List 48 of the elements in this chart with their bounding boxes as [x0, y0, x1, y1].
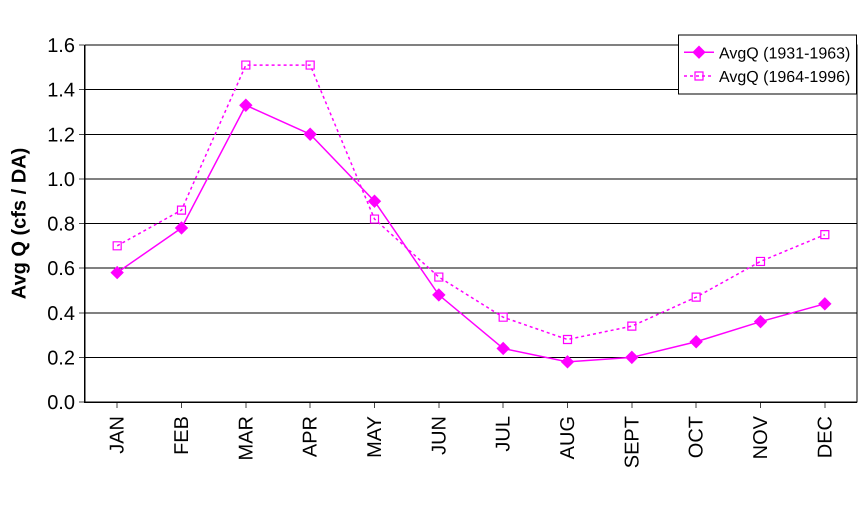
x-tick-label: JUN [428, 416, 450, 455]
point [820, 230, 830, 240]
x-tick-label: NOV [750, 415, 772, 460]
y-tick-label: 1.2 [47, 124, 75, 146]
x-tick-label: OCT [686, 416, 708, 458]
point [434, 272, 444, 282]
x-tick-label: DEC [814, 416, 836, 458]
point [176, 206, 186, 215]
point [432, 288, 446, 302]
point [562, 334, 572, 344]
point [561, 355, 574, 368]
point [370, 214, 380, 224]
x-tick-label: APR [300, 416, 322, 458]
point [690, 335, 703, 348]
point [692, 292, 701, 302]
x-tick-label: JUL [492, 416, 515, 452]
point [368, 194, 381, 208]
point [754, 315, 767, 328]
y-tick-label: 1.4 [47, 80, 75, 102]
y-tick-label: 0.6 [47, 258, 75, 280]
x-tick-label: AUG [557, 416, 579, 460]
x-tick-label: FEB [171, 416, 193, 455]
point [498, 312, 508, 322]
point [496, 342, 510, 355]
point [627, 322, 636, 331]
y-tick-label: 0.4 [47, 302, 75, 325]
x-tick-label: SEPT [621, 416, 644, 468]
point [241, 60, 250, 70]
x-tick-label: JAN [106, 416, 129, 454]
legend-label: AvgQ (1931-1963) [719, 45, 850, 62]
point [625, 350, 638, 364]
x-tick-label: MAR [235, 416, 258, 460]
point [756, 256, 766, 266]
point [175, 222, 188, 234]
point [304, 128, 317, 141]
y-axis-title: Avg Q (cfs / DA) [8, 148, 31, 300]
y-tick-label: 0.2 [47, 347, 75, 370]
point [306, 60, 315, 70]
point [818, 297, 832, 310]
x-tick-label: MAY [364, 416, 386, 458]
y-tick-label: 1.0 [47, 168, 75, 191]
y-tick-label: 1.6 [47, 35, 75, 57]
legend-label: AvgQ (1964-1996) [719, 69, 850, 86]
point [239, 98, 252, 112]
point [112, 241, 122, 250]
point [110, 266, 124, 280]
y-tick-label: 0.0 [47, 392, 75, 414]
y-tick-label: 0.8 [47, 214, 75, 236]
